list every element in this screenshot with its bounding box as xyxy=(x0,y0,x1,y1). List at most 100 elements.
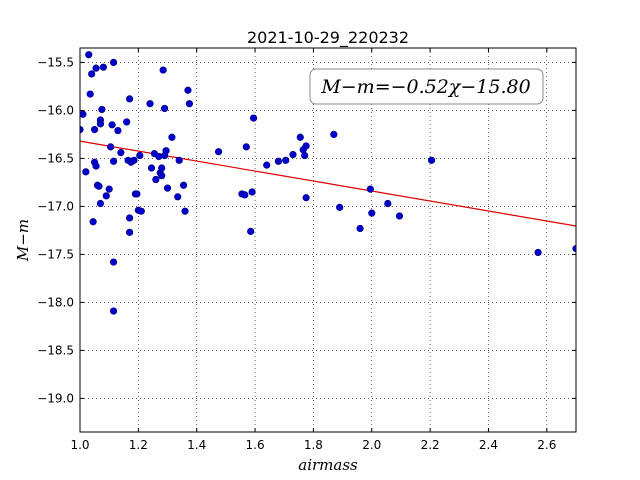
data-point xyxy=(302,194,310,202)
data-point xyxy=(80,110,87,118)
data-point xyxy=(80,126,84,134)
data-point xyxy=(366,185,374,193)
data-point xyxy=(427,156,436,164)
data-point xyxy=(248,188,256,196)
data-point xyxy=(155,152,163,161)
data-point xyxy=(263,161,271,169)
data-point xyxy=(534,248,542,257)
data-point xyxy=(274,157,283,165)
data-point xyxy=(282,156,290,164)
data-point xyxy=(109,258,118,266)
data-point xyxy=(174,193,182,201)
plot-frame xyxy=(79,47,577,433)
data-point xyxy=(175,156,183,164)
data-point xyxy=(250,114,258,122)
data-point xyxy=(88,70,96,78)
data-point xyxy=(572,245,576,253)
x-tick-label: 1.4 xyxy=(187,438,206,452)
y-tick-label: −17.0 xyxy=(37,199,74,213)
data-point xyxy=(117,149,125,157)
equation-box-frame xyxy=(309,68,544,105)
data-point xyxy=(133,190,141,198)
data-point xyxy=(98,105,106,114)
data-point xyxy=(126,228,134,236)
data-point xyxy=(130,156,138,164)
chart-title: 2021-10-29_220232 xyxy=(247,28,409,48)
data-point xyxy=(105,185,113,193)
data-point xyxy=(82,168,90,176)
data-point xyxy=(99,63,107,71)
data-point xyxy=(96,199,105,208)
data-point xyxy=(241,191,249,199)
data-point xyxy=(185,100,194,108)
data-point xyxy=(368,209,376,217)
x-tick-label: 1.2 xyxy=(129,438,148,452)
x-tick-label: 1.8 xyxy=(304,438,323,452)
data-point xyxy=(214,148,223,156)
y-tick-label: −15.5 xyxy=(37,55,74,69)
data-point xyxy=(92,64,100,72)
data-point xyxy=(126,95,134,103)
x-tick-label: 1.0 xyxy=(70,438,89,452)
data-point xyxy=(85,51,93,59)
y-axis-label: M−m xyxy=(14,219,32,262)
y-tick-label: −16.0 xyxy=(37,103,74,117)
fit-equation: M−m=−0.52χ−15.80 xyxy=(320,76,530,98)
data-point xyxy=(302,142,310,150)
x-tick-label: 2.0 xyxy=(362,438,381,452)
y-tick-label: −18.5 xyxy=(37,343,74,357)
data-point xyxy=(356,224,364,233)
x-tick-labels: 1.0 1.2 1.4 1.6 1.8 2.0 2.2 2.4 2.6 xyxy=(70,438,556,452)
x-tick-label: 2.6 xyxy=(537,438,556,452)
data-point xyxy=(107,143,115,151)
data-point xyxy=(395,212,404,220)
data-point xyxy=(168,133,176,141)
data-point xyxy=(179,181,188,189)
data-point xyxy=(126,214,134,222)
data-point xyxy=(89,218,97,226)
data-point xyxy=(109,307,118,315)
equation-box: M−m=−0.52χ−15.80 xyxy=(309,68,544,105)
data-point xyxy=(146,100,154,108)
data-point xyxy=(301,151,309,160)
data-point xyxy=(92,162,100,170)
data-point xyxy=(147,164,156,172)
data-point xyxy=(90,126,99,134)
data-points xyxy=(80,51,576,315)
y-tick-label: −17.5 xyxy=(37,247,74,261)
data-point xyxy=(109,58,118,67)
data-point xyxy=(102,192,110,200)
y-tick-label: −16.5 xyxy=(37,151,74,165)
x-tick-label: 2.4 xyxy=(479,438,498,452)
data-point xyxy=(289,150,297,159)
data-point xyxy=(161,104,169,113)
data-point xyxy=(152,175,160,184)
plot-area xyxy=(80,48,576,432)
x-tick-label: 1.6 xyxy=(246,438,265,452)
data-point xyxy=(86,90,94,98)
data-point xyxy=(184,86,192,94)
data-point xyxy=(158,172,166,180)
data-point xyxy=(162,147,170,155)
data-point xyxy=(136,151,144,160)
data-point xyxy=(247,227,255,235)
x-tick-label: 2.2 xyxy=(421,438,440,452)
data-point xyxy=(296,133,304,141)
data-point xyxy=(330,130,338,138)
data-point xyxy=(109,157,118,165)
grid xyxy=(80,48,576,432)
axis-ticks xyxy=(79,48,576,432)
data-point xyxy=(159,66,167,74)
y-tick-label: −19.0 xyxy=(37,391,74,405)
y-tick-label: −18.0 xyxy=(37,295,74,309)
data-point xyxy=(384,199,392,208)
data-point xyxy=(158,164,166,172)
data-point xyxy=(336,203,344,211)
data-point xyxy=(181,207,189,215)
data-point xyxy=(96,120,105,128)
data-point xyxy=(137,207,145,215)
data-point xyxy=(108,121,116,129)
data-point xyxy=(163,184,172,192)
data-point xyxy=(123,118,131,126)
